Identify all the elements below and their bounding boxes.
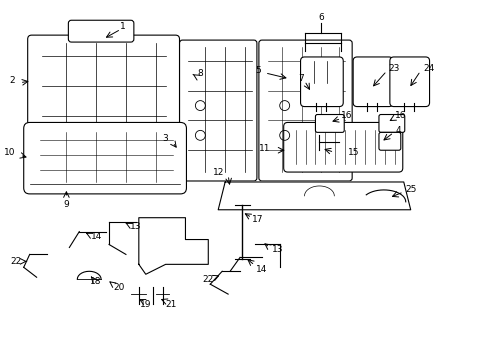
Text: 20: 20 <box>113 283 124 292</box>
FancyBboxPatch shape <box>258 40 351 181</box>
Text: 4: 4 <box>395 126 401 135</box>
Text: 16: 16 <box>394 111 406 120</box>
Text: 16: 16 <box>341 111 352 120</box>
Text: 22: 22 <box>10 257 21 266</box>
FancyBboxPatch shape <box>300 57 343 107</box>
Text: 9: 9 <box>63 200 69 209</box>
FancyBboxPatch shape <box>378 132 400 150</box>
Text: 14: 14 <box>90 232 102 241</box>
FancyBboxPatch shape <box>68 20 134 42</box>
Text: 18: 18 <box>90 277 102 286</box>
Text: 13: 13 <box>271 245 283 254</box>
Text: 1: 1 <box>120 22 125 31</box>
Text: 2: 2 <box>9 76 15 85</box>
FancyBboxPatch shape <box>283 122 402 172</box>
Polygon shape <box>218 182 410 210</box>
FancyBboxPatch shape <box>352 57 392 107</box>
Text: 22: 22 <box>202 275 213 284</box>
Text: 13: 13 <box>130 222 142 231</box>
Text: 23: 23 <box>387 64 399 73</box>
FancyBboxPatch shape <box>24 122 186 194</box>
FancyBboxPatch shape <box>28 35 179 179</box>
Text: 10: 10 <box>4 148 16 157</box>
Text: 3: 3 <box>163 134 168 143</box>
Text: 8: 8 <box>197 69 203 78</box>
Text: 15: 15 <box>347 148 359 157</box>
Text: 5: 5 <box>255 66 260 75</box>
Text: 6: 6 <box>318 13 324 22</box>
Text: 19: 19 <box>140 300 151 309</box>
Text: 17: 17 <box>252 215 263 224</box>
FancyBboxPatch shape <box>315 114 344 132</box>
Text: 25: 25 <box>404 185 416 194</box>
Text: 21: 21 <box>164 300 176 309</box>
Text: 12: 12 <box>212 167 224 176</box>
FancyBboxPatch shape <box>179 40 256 181</box>
Text: 14: 14 <box>256 265 267 274</box>
Text: 7: 7 <box>298 74 304 83</box>
FancyBboxPatch shape <box>378 114 404 132</box>
Text: 11: 11 <box>259 144 270 153</box>
Text: 24: 24 <box>422 64 433 73</box>
FancyBboxPatch shape <box>389 57 428 107</box>
Polygon shape <box>139 218 208 274</box>
